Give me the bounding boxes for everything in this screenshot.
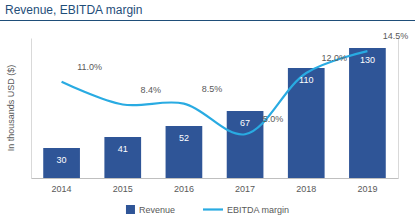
y-axis — [31, 39, 32, 179]
line-label: 8.5% — [202, 84, 223, 94]
legend-swatch — [126, 205, 135, 214]
y-axis-title: In thousands USD ($) — [6, 65, 16, 152]
x-axis: 2014 2015 2016 2017 2018 2019 — [32, 178, 399, 194]
line-label: 11.0% — [77, 62, 102, 72]
y-axis-line — [31, 39, 32, 179]
chart: Revenue, EBITDA margin In thousands USD (… — [0, 0, 415, 222]
legend-item: EBITDA margin — [203, 205, 289, 215]
line-label: 12.0% — [321, 53, 347, 63]
bar — [227, 111, 264, 178]
title: Revenue, EBITDA margin — [5, 3, 142, 17]
x-tick: 2019 — [357, 178, 377, 194]
bar-label: 52 — [179, 133, 189, 143]
bar-label: 30 — [57, 155, 67, 165]
legend-item: Revenue — [126, 205, 175, 215]
line-label: 14.5% — [383, 31, 409, 41]
legend-label: Revenue — [139, 205, 175, 215]
x-tick: 2014 — [52, 178, 72, 194]
line-label: 5.0% — [263, 114, 284, 124]
x-tick-label: 2018 — [296, 184, 316, 194]
data-labels: 30 41 52 67 110 130 11.0% 8.4% 8.5% 5.0% 12.0% 14.5… — [57, 31, 409, 165]
bar — [43, 148, 80, 178]
bar — [349, 48, 386, 178]
x-axis-line — [32, 178, 399, 179]
legend: Revenue EBITDA margin — [126, 205, 289, 215]
legend-label: EBITDA margin — [227, 205, 289, 215]
line-label: 8.4% — [140, 85, 161, 95]
y2-axis-line — [398, 39, 399, 179]
bar-label: 41 — [118, 144, 128, 154]
x-tick-label: 2019 — [357, 184, 377, 194]
x-tick-label: 2015 — [113, 184, 133, 194]
title-rule — [0, 20, 415, 21]
plot-area — [43, 48, 386, 178]
line — [62, 51, 368, 134]
y2-axis — [398, 39, 399, 179]
x-tick: 2016 — [174, 178, 194, 194]
x-tick: 2018 — [296, 178, 316, 194]
x-tick: 2015 — [113, 178, 133, 194]
bar-label: 67 — [240, 118, 250, 128]
x-tick-label: 2014 — [52, 184, 72, 194]
bar-label: 130 — [360, 55, 375, 65]
legend-swatch — [203, 208, 223, 210]
x-tick: 2017 — [235, 178, 255, 194]
bar-label: 110 — [299, 75, 313, 85]
bar — [104, 137, 141, 178]
x-tick-label: 2016 — [174, 184, 194, 194]
x-tick-label: 2017 — [235, 184, 255, 194]
bar — [166, 126, 203, 178]
